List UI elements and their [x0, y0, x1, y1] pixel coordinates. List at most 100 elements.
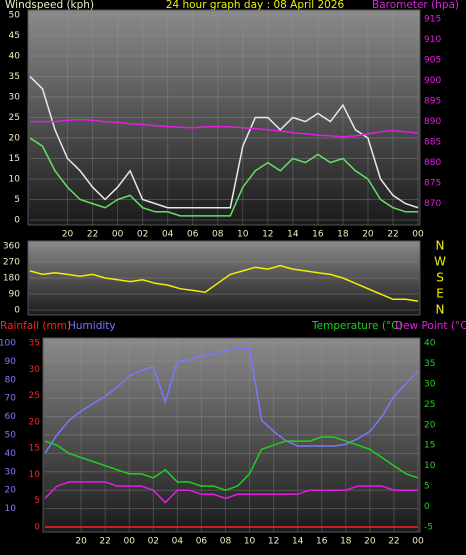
y3-tick-label: 10	[29, 470, 41, 480]
x-tick-label: 20	[75, 537, 87, 547]
x-tick-label: 22	[388, 537, 399, 547]
y-tick-label: 10	[5, 504, 17, 514]
y-tick-label: 90	[5, 357, 17, 367]
legend-rainfall: Rainfall (mm)	[0, 320, 71, 332]
y-tick-label: 100	[0, 339, 16, 349]
y-tick-label: 15	[9, 154, 20, 164]
y2-tick-label: 15	[424, 441, 435, 451]
x-tick-label: 14	[287, 230, 299, 240]
y2-tick-label: S	[436, 271, 444, 285]
y2-tick-label: W	[434, 255, 446, 269]
y-tick-label: 35	[9, 72, 20, 82]
x-tick-label: 08	[212, 230, 224, 240]
series-line	[29, 264, 419, 302]
x-tick-label: 00	[412, 230, 424, 240]
y-tick-label: 40	[5, 449, 17, 459]
y2-tick-label: 35	[424, 359, 435, 369]
y2-tick-label: 900	[424, 76, 441, 86]
x-tick-label: 06	[196, 537, 208, 547]
x-tick-label: 02	[137, 230, 148, 240]
x-tick-label: 00	[123, 537, 135, 547]
y-tick-label: 20	[5, 486, 17, 496]
legend-temperature: Temperature (°C)	[311, 320, 403, 332]
y3-tick-label: 0	[34, 523, 40, 533]
x-tick-label: 20	[364, 537, 376, 547]
y2-tick-label: 870	[424, 199, 441, 209]
y3-tick-label: 35	[29, 339, 40, 349]
y3-tick-label: 5	[34, 496, 40, 506]
y-tick-label: 60	[5, 412, 17, 422]
x-tick-label: 20	[362, 230, 374, 240]
x-tick-label: 14	[292, 537, 304, 547]
series-line	[29, 75, 419, 209]
y-tick-label: 30	[5, 467, 17, 477]
y2-tick-label: 875	[424, 179, 441, 189]
x-tick-label: 22	[387, 230, 398, 240]
y2-tick-label: N	[436, 303, 445, 317]
x-tick-label: 18	[337, 230, 349, 240]
x-tick-label: 20	[62, 230, 74, 240]
x-tick-label: 16	[316, 537, 328, 547]
y3-tick-label: 20	[29, 417, 41, 427]
y3-tick-label: 25	[29, 391, 40, 401]
y-tick-label: 270	[3, 258, 20, 268]
y-tick-label: 180	[3, 274, 20, 284]
y-tick-label: 0	[14, 216, 20, 226]
series-line	[30, 118, 419, 138]
series-line	[44, 436, 419, 491]
y-tick-label: 70	[5, 394, 17, 404]
chart-title: 24 hour graph day : 08 April 2026	[166, 0, 345, 11]
y-tick-label: 20	[9, 134, 21, 144]
x-tick-label: 06	[187, 230, 199, 240]
y3-tick-label: 15	[29, 444, 40, 454]
y-tick-label: 45	[9, 31, 20, 41]
y2-tick-label: 880	[424, 158, 441, 168]
series-line	[29, 137, 418, 217]
y2-tick-label: N	[436, 239, 445, 253]
x-tick-label: 22	[87, 230, 98, 240]
series-line	[44, 481, 418, 504]
y2-tick-label: 895	[424, 97, 441, 107]
x-tick-label: 16	[312, 230, 324, 240]
y-tick-label: 5	[14, 195, 20, 205]
y2-tick-label: 20	[424, 420, 436, 430]
y-tick-label: 10	[9, 175, 21, 185]
wind-axis-label: Windspeed (kph)	[5, 0, 94, 11]
y2-tick-label: 890	[424, 117, 441, 127]
y-tick-label: 90	[9, 290, 21, 300]
y2-tick-label: E	[436, 287, 444, 301]
y-tick-label: 50	[9, 11, 21, 21]
x-tick-label: 22	[99, 537, 110, 547]
legend-dew-point: Dew Point (°C)	[395, 320, 466, 332]
y2-tick-label: 5	[424, 482, 430, 492]
x-tick-label: 12	[268, 537, 279, 547]
x-tick-label: 10	[244, 537, 256, 547]
x-tick-label: 04	[172, 537, 184, 547]
y2-tick-label: -5	[424, 523, 433, 533]
x-tick-label: 10	[237, 230, 249, 240]
x-tick-label: 12	[262, 230, 273, 240]
y3-tick-label: 30	[29, 365, 41, 375]
x-tick-label: 04	[162, 230, 174, 240]
series-line	[44, 347, 419, 454]
x-tick-label: 02	[148, 537, 159, 547]
x-tick-label: 00	[412, 537, 424, 547]
y2-tick-label: 10	[424, 461, 436, 471]
y-tick-label: 30	[9, 93, 21, 103]
x-tick-label: 00	[112, 230, 124, 240]
y2-tick-label: 30	[424, 379, 436, 389]
y-tick-label: 40	[9, 52, 21, 62]
y-tick-label: 80	[5, 375, 17, 385]
plot-area	[27, 9, 421, 226]
y2-tick-label: 25	[424, 400, 435, 410]
x-tick-label: 18	[340, 537, 352, 547]
y2-tick-label: 910	[424, 35, 441, 45]
plot-area	[42, 337, 421, 533]
legend-humidity: Humidity	[68, 320, 116, 332]
barometer-axis-label: Barometer (hpa)	[372, 0, 459, 11]
y2-tick-label: 0	[424, 502, 430, 512]
y2-tick-label: 905	[424, 56, 441, 66]
y2-tick-label: 915	[424, 15, 441, 25]
y-tick-label: 50	[5, 431, 17, 441]
